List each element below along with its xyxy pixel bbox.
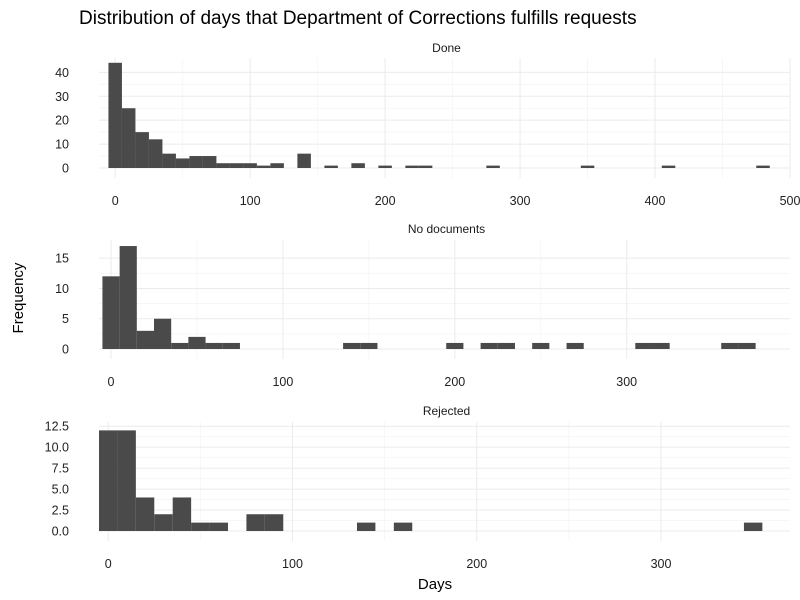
- histogram-bar: [148, 139, 163, 168]
- histogram-bar: [246, 514, 265, 531]
- y-tick-label: 5.0: [52, 483, 69, 497]
- y-tick-label: 0.0: [52, 525, 69, 539]
- histogram-bar: [343, 342, 361, 349]
- histogram-bar: [486, 165, 500, 168]
- y-tick-label: 10: [55, 282, 69, 296]
- facet-strip-label: No documents: [408, 222, 485, 236]
- x-tick-label: 300: [616, 375, 637, 389]
- histogram-bar: [393, 522, 413, 531]
- y-tick-label: 7.5: [52, 462, 69, 476]
- histogram-bar: [324, 165, 338, 168]
- histogram-bar: [652, 342, 670, 349]
- histogram-bar: [580, 165, 595, 168]
- y-tick-label: 40: [55, 66, 69, 80]
- facet-strip-label: Rejected: [423, 404, 470, 418]
- y-tick-label: 5: [62, 312, 69, 326]
- histogram-bar: [405, 165, 419, 168]
- histogram-bar: [480, 342, 498, 349]
- x-tick-label: 100: [272, 375, 293, 389]
- x-tick-label: 0: [108, 375, 115, 389]
- histogram-bar: [154, 318, 172, 349]
- histogram-bar: [135, 497, 155, 531]
- histogram-bar: [229, 163, 244, 168]
- histogram-bar: [99, 430, 118, 531]
- x-tick-label: 500: [780, 194, 800, 208]
- histogram-bar: [378, 165, 392, 168]
- y-tick-label: 12.5: [45, 420, 69, 434]
- histogram-bar: [756, 165, 770, 168]
- y-tick-label: 20: [55, 114, 69, 128]
- histogram-bar: [635, 342, 653, 349]
- histogram-bar: [154, 514, 173, 531]
- histogram-bar: [205, 342, 223, 349]
- x-tick-label: 200: [444, 375, 465, 389]
- x-tick-label: 0: [112, 194, 119, 208]
- x-axis-title: Days: [418, 576, 452, 593]
- histogram-bar: [191, 522, 210, 531]
- histogram-bar: [171, 342, 189, 349]
- y-tick-label: 2.5: [52, 504, 69, 518]
- histogram-bar: [738, 342, 756, 349]
- facet-panel-rejected: Rejected 0.0 2.5 5.0 7.5 10.0 12.5 0 100 200 300: [45, 404, 790, 571]
- y-axis-title: Frequency: [10, 262, 27, 333]
- histogram-bar: [189, 156, 203, 168]
- histogram-bar: [108, 62, 122, 168]
- histogram-bar: [297, 153, 311, 168]
- histogram-bar: [216, 163, 230, 168]
- x-tick-label: 200: [466, 557, 487, 571]
- histogram-bar: [264, 514, 284, 531]
- histogram-bar: [136, 330, 155, 349]
- facet-strip-label: Done: [432, 41, 461, 55]
- histogram-bar: [351, 163, 365, 168]
- histogram-bar: [119, 246, 137, 349]
- histogram-bar: [243, 163, 257, 168]
- x-tick-label: 0: [105, 557, 112, 571]
- histogram-bar: [418, 165, 433, 168]
- histogram-bar: [743, 522, 763, 531]
- x-tick-label: 100: [240, 194, 261, 208]
- y-tick-label: 0: [62, 343, 69, 357]
- histogram-bar: [209, 522, 228, 531]
- histogram-bar: [222, 342, 240, 349]
- histogram-bar: [356, 522, 376, 531]
- histogram-bar: [532, 342, 550, 349]
- histogram-bar: [175, 158, 190, 168]
- histogram-bar: [661, 165, 676, 168]
- histogram-bar: [497, 342, 515, 349]
- x-tick-label: 300: [651, 557, 672, 571]
- histogram-bar: [202, 156, 217, 168]
- histogram-bar: [162, 153, 176, 168]
- x-tick-label: 100: [282, 557, 303, 571]
- histogram-bar: [256, 165, 271, 168]
- histogram-bar: [117, 430, 136, 531]
- x-tick-label: 200: [375, 194, 396, 208]
- y-tick-label: 0: [62, 162, 69, 176]
- y-tick-label: 10: [55, 138, 69, 152]
- chart-title: Distribution of days that Department of …: [79, 8, 637, 29]
- histogram-bar: [721, 342, 739, 349]
- histogram-bar: [102, 276, 120, 349]
- histogram-bar: [360, 342, 378, 349]
- y-tick-label: 10.0: [45, 441, 69, 455]
- histogram-bar: [270, 163, 284, 168]
- y-tick-label: 30: [55, 90, 69, 104]
- histogram-bar: [172, 497, 192, 531]
- histogram-bar: [135, 132, 149, 168]
- histogram-bar: [188, 336, 206, 349]
- x-tick-label: 300: [510, 194, 531, 208]
- histogram-bar: [446, 342, 464, 349]
- x-tick-label: 400: [645, 194, 666, 208]
- facet-panel-no-documents: No documents 0 5 10 15 0 100 200 300: [55, 222, 790, 389]
- histogram-bar: [121, 108, 136, 168]
- histogram-bar: [566, 342, 584, 349]
- y-tick-label: 15: [55, 252, 69, 266]
